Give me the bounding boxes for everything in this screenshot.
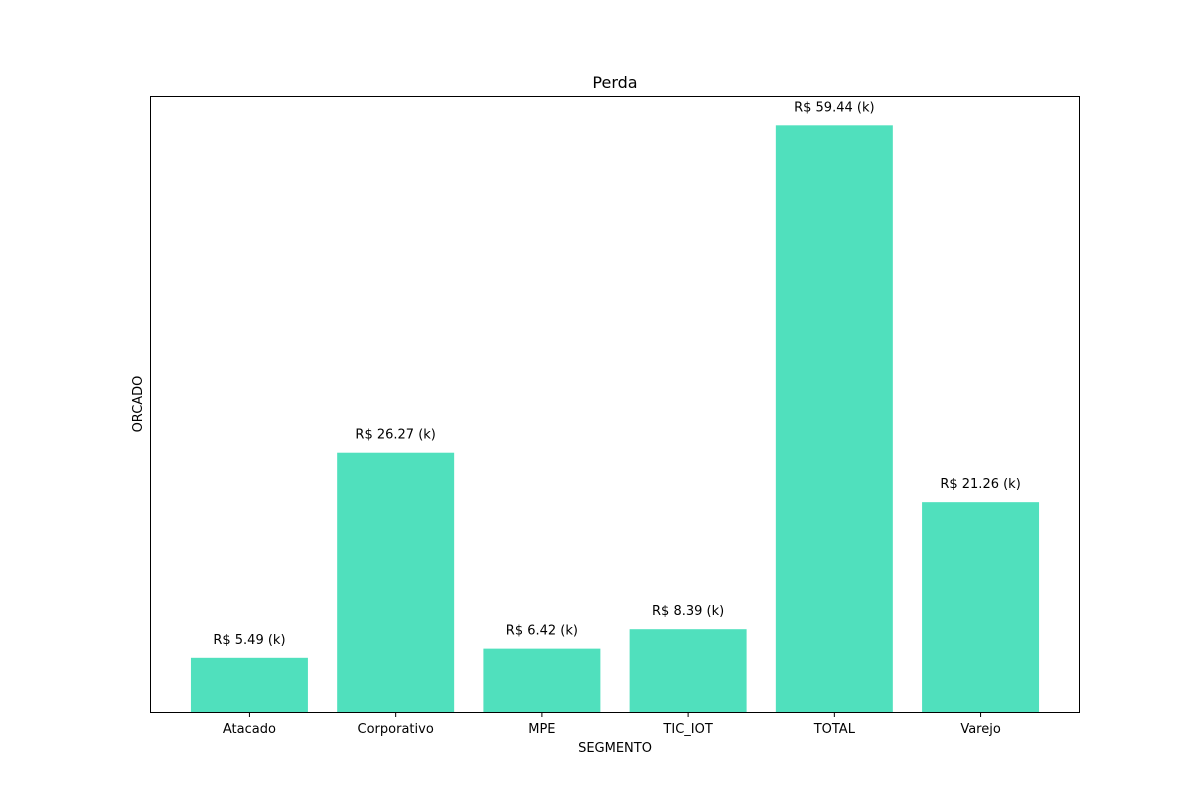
data-label-atacado: R$ 5.49 (k) xyxy=(213,633,285,648)
data-label-corporativo: R$ 26.27 (k) xyxy=(355,428,435,443)
y-axis-label: ORCADO xyxy=(131,376,146,433)
data-label-total: R$ 59.44 (k) xyxy=(794,100,874,115)
chart-title: Perda xyxy=(592,73,637,92)
bar-varejo xyxy=(922,502,1040,712)
x-tick-label-atacado: Atacado xyxy=(223,722,276,737)
x-tick-label-corporativo: Corporativo xyxy=(358,722,434,737)
x-tick-label-mpe: MPE xyxy=(528,722,555,737)
x-axis-label: SEGMENTO xyxy=(578,741,652,756)
plot-frame xyxy=(150,96,1080,713)
x-tick-label-total: TOTAL xyxy=(813,722,856,737)
bars-group xyxy=(190,125,1040,713)
data-label-mpe: R$ 6.42 (k) xyxy=(506,624,578,639)
x-ticks-group: Atacado Corporativo MPE TIC_IOT TOTAL Varejo xyxy=(223,712,1001,737)
data-labels-group: R$ 5.49 (k) R$ 26.27 (k) R$ 6.42 (k) R$ 8.3… xyxy=(213,100,1020,647)
bar-corporativo xyxy=(337,452,455,712)
data-label-tic-iot: R$ 8.39 (k) xyxy=(652,604,724,619)
data-label-varejo: R$ 21.26 (k) xyxy=(940,477,1020,492)
bar-mpe xyxy=(483,648,601,712)
bar-total xyxy=(775,125,893,713)
bar-atacado xyxy=(190,657,308,712)
bar-tic-iot xyxy=(629,629,747,712)
x-tick-label-varejo: Varejo xyxy=(960,722,1001,737)
x-tick-label-tic-iot: TIC_IOT xyxy=(662,722,712,737)
